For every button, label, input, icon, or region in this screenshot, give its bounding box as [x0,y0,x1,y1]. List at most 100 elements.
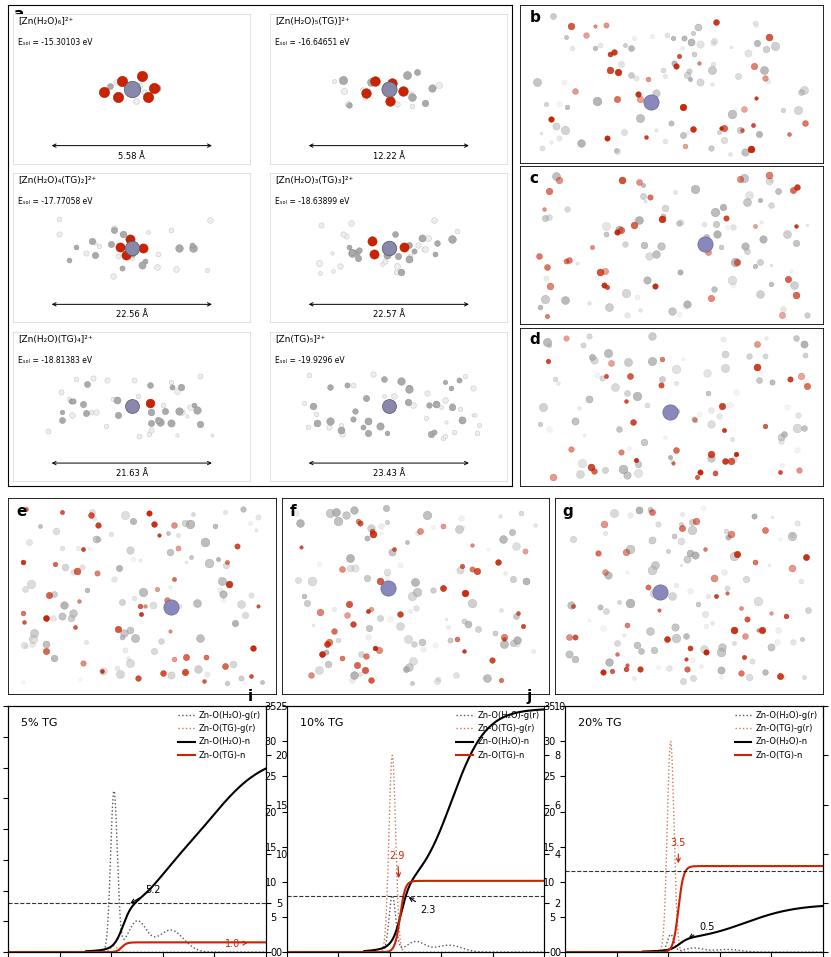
Point [347,667,360,682]
Point [364,520,377,535]
Point [700,618,713,634]
Zn-O(TG)-g(r) [3,946,13,957]
Point [701,386,715,401]
Point [593,37,607,53]
Point [668,185,681,200]
Point [362,620,376,635]
Point [587,463,600,478]
Point [568,651,582,666]
Point [300,595,313,611]
Point [602,345,615,361]
Point [674,557,687,572]
Point [361,629,375,644]
Point [681,297,694,312]
Line: Zn-O(H₂O)-g(r): Zn-O(H₂O)-g(r) [287,896,544,952]
Point [670,58,683,74]
Point [704,451,717,466]
Point [676,100,690,115]
Zn-O(H₂O)-n [664,944,674,955]
Point [582,328,595,344]
Point [692,407,706,422]
Point [686,522,699,537]
Point [353,667,366,682]
Point [458,586,471,601]
Point [147,516,160,531]
Zn-O(H₂O)-n [487,719,497,730]
Point [336,561,349,576]
Point [798,115,811,130]
Zn-O(H₂O)-n [765,908,775,920]
Point [777,426,790,441]
Point [156,666,170,681]
Point [691,470,704,485]
Point [46,611,59,626]
Zn-O(TG)-n [209,937,219,948]
Point [786,561,799,576]
Point [733,122,746,138]
Point [211,551,224,567]
Point [710,463,723,478]
Point [632,174,646,189]
Point [665,303,678,319]
Point [617,124,631,140]
Point [656,351,669,367]
Point [538,201,551,216]
Point [366,523,379,539]
Point [739,571,752,587]
Point [599,17,612,33]
Point [121,651,135,666]
Point [790,442,804,457]
Point [612,594,626,610]
Point [343,560,356,575]
Point [726,219,740,234]
Point [670,375,683,390]
Point [672,215,686,231]
Point [312,556,326,571]
Point [647,586,661,601]
Point [646,28,659,43]
Point [545,134,558,149]
Point [770,634,784,650]
Point [558,122,572,137]
Zn-O(H₂O)-g(r) [459,943,469,954]
Point [543,337,556,352]
Point [619,37,632,53]
Point [674,264,687,279]
Zn-O(H₂O)-g(r) [282,946,292,957]
Point [584,459,597,475]
Point [633,302,647,318]
Point [801,602,814,617]
Point [655,371,668,387]
Point [662,660,676,676]
Point [624,67,637,82]
Point [547,469,560,484]
Zn-O(H₂O)-g(r) [539,946,549,957]
Point [516,618,529,634]
Point [234,596,248,612]
Point [684,545,697,561]
Point [123,542,136,557]
Point [497,630,510,645]
Zn-O(TG)-g(r) [30,946,40,957]
Point [327,624,341,639]
Point [634,643,647,658]
Point [244,588,258,603]
Point [402,659,416,675]
Point [425,583,439,598]
Point [601,568,614,583]
Line: Zn-O(TG)-n: Zn-O(TG)-n [287,880,544,952]
Point [727,452,740,467]
Point [649,85,662,100]
Point [599,263,612,278]
Point [375,525,388,541]
Point [243,516,257,531]
Zn-O(H₂O)-n [261,763,271,774]
Point [694,464,707,479]
Point [631,456,644,472]
Point [472,622,485,637]
Point [383,612,396,627]
Point [453,562,466,577]
Point [718,346,731,362]
Zn-O(TG)-n [765,860,775,872]
Point [759,71,772,86]
